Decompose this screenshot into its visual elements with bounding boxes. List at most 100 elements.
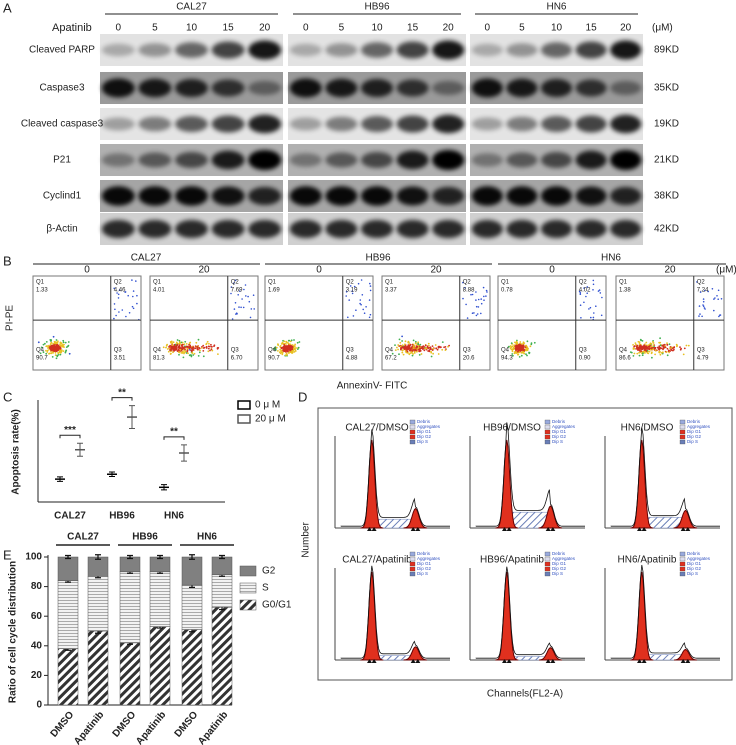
- event-dot: [250, 308, 253, 310]
- event-dot: [579, 292, 582, 294]
- event-dot: [470, 293, 472, 296]
- quadrant-name: Q2: [231, 280, 240, 286]
- significance-bracket: [59, 434, 81, 439]
- event-dot: [417, 341, 420, 344]
- event-dot: [347, 316, 349, 319]
- event-dot: [136, 302, 138, 305]
- legend-swatch: [239, 582, 257, 594]
- blot-band: [540, 42, 573, 58]
- event-dot: [394, 349, 397, 351]
- event-dot: [648, 345, 651, 347]
- legend-label: Debris: [417, 551, 431, 556]
- event-dot: [477, 298, 480, 301]
- event-dot: [290, 339, 293, 342]
- event-dot: [50, 341, 53, 344]
- blot-band: [325, 43, 358, 57]
- event-dot: [184, 340, 187, 343]
- blot-band: [289, 43, 322, 57]
- legend-swatch: [544, 551, 551, 557]
- row-label: Caspase3: [39, 83, 84, 94]
- quadrant-value: 0.90: [579, 356, 591, 362]
- blot-band: [325, 186, 358, 206]
- blot-band: [396, 115, 429, 133]
- legend-swatch: [237, 400, 251, 410]
- y-tick-label: 60: [31, 611, 43, 622]
- peak-marker: [550, 659, 556, 663]
- event-dot: [59, 343, 61, 346]
- event-dot: [345, 291, 348, 293]
- event-dot: [444, 349, 447, 351]
- legend-swatch: [409, 571, 416, 577]
- event-dot: [667, 350, 670, 352]
- event-dot: [201, 347, 203, 349]
- event-dot: [184, 350, 187, 353]
- event-dot: [518, 356, 521, 358]
- total-curve: [610, 564, 720, 659]
- bar-segment: [181, 556, 203, 586]
- event-dot: [135, 280, 137, 282]
- event-dot: [42, 351, 45, 354]
- event-dot: [404, 340, 407, 343]
- event-dot: [188, 342, 191, 345]
- event-dot: [475, 299, 477, 301]
- legend-swatch: [544, 424, 551, 430]
- event-dot: [429, 346, 431, 349]
- event-dot: [720, 298, 723, 300]
- event-dot: [419, 350, 422, 352]
- plot-title: HB96/Apatinib: [480, 555, 544, 566]
- event-dot: [249, 316, 252, 319]
- x-tick-label: HN6: [164, 511, 184, 522]
- blot-band: [575, 115, 607, 133]
- plot-frame: [615, 275, 725, 371]
- legend-label: Aggregates: [417, 556, 441, 561]
- event-dot: [471, 312, 474, 315]
- event-dot: [294, 347, 297, 349]
- event-dot: [711, 288, 714, 290]
- event-dot: [217, 353, 219, 355]
- event-dot: [190, 354, 193, 357]
- event-dot: [274, 346, 277, 349]
- unit-label: (μM): [716, 265, 736, 276]
- event-dot: [279, 345, 282, 348]
- blot-band: [540, 79, 573, 97]
- peak-marker: [637, 527, 642, 531]
- event-dot: [642, 347, 645, 349]
- quadrant-name: Q3: [463, 348, 472, 354]
- event-dot: [640, 350, 642, 353]
- event-dot: [52, 342, 54, 345]
- event-dot: [59, 353, 62, 356]
- event-dot: [188, 347, 191, 349]
- event-dot: [717, 289, 720, 292]
- dose-label: 10: [186, 23, 198, 34]
- blot-band: [575, 79, 607, 97]
- blot-band: [471, 43, 503, 57]
- group-label: HB96: [365, 253, 390, 264]
- blot-band: [175, 220, 208, 238]
- event-dot: [51, 347, 54, 350]
- peak-marker: [637, 659, 642, 663]
- event-dot: [397, 344, 400, 346]
- row-label: Cleaved caspase3: [21, 119, 104, 130]
- event-dot: [656, 346, 659, 349]
- event-dot: [419, 343, 422, 346]
- event-dot: [523, 352, 526, 355]
- event-dot: [183, 347, 186, 349]
- event-dot: [186, 347, 189, 350]
- event-dot: [131, 305, 134, 308]
- event-dot: [649, 348, 652, 351]
- event-dot: [680, 347, 682, 350]
- dose-label: 5: [152, 23, 158, 34]
- event-dot: [427, 350, 429, 352]
- event-dot: [411, 349, 414, 352]
- legend-swatch: [544, 561, 551, 567]
- event-dot: [54, 354, 57, 356]
- event-dot: [57, 347, 59, 350]
- event-dot: [172, 341, 175, 344]
- event-dot: [131, 279, 133, 281]
- blot-band: [248, 114, 282, 134]
- event-dot: [483, 299, 485, 302]
- event-dot: [670, 349, 673, 352]
- legend-swatch: [409, 551, 416, 557]
- total-curve: [340, 565, 450, 659]
- dose-label: 20: [430, 265, 442, 276]
